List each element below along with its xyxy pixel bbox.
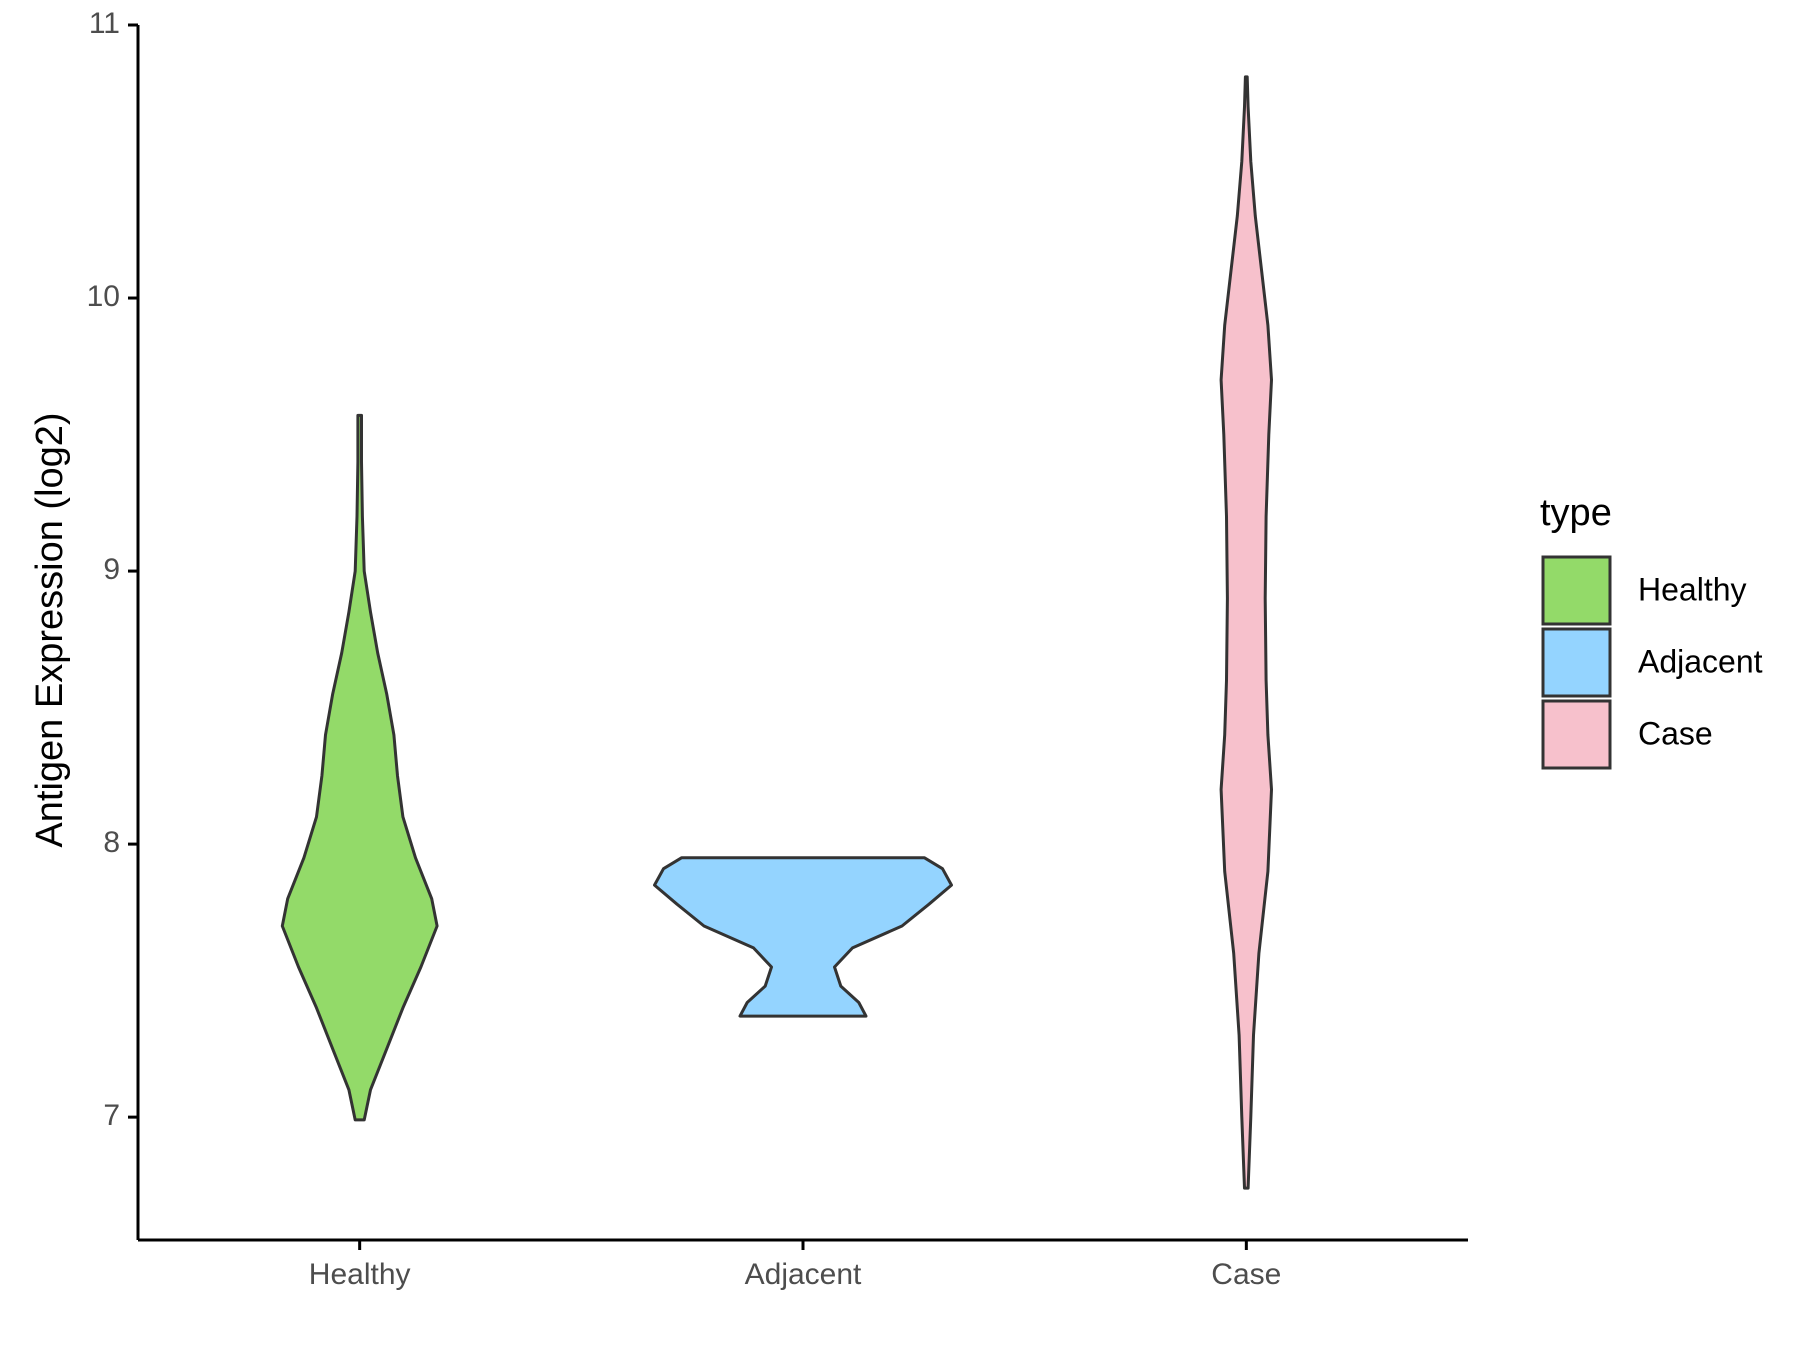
- x-tick-label-adjacent: Adjacent: [745, 1258, 862, 1291]
- y-tick-label-9: 9: [103, 553, 120, 586]
- y-tick-label-10: 10: [87, 280, 120, 313]
- x-tick-label-case: Case: [1211, 1258, 1281, 1291]
- y-tick-label-11: 11: [89, 7, 120, 40]
- legend-swatch-healthy: [1541, 555, 1612, 626]
- violin-case: [1219, 75, 1273, 1190]
- legend-title: type: [1540, 492, 1612, 534]
- y-axis-title: Antigen Expression (log2): [29, 412, 71, 847]
- violin-adjacent: [653, 856, 953, 1018]
- violin-healthy: [280, 413, 439, 1122]
- legend: type Healthy Adjacent Case: [1540, 492, 1763, 770]
- legend-swatch-adjacent: [1541, 627, 1612, 698]
- legend-label-adjacent: Adjacent: [1638, 643, 1763, 679]
- legend-label-healthy: Healthy: [1638, 571, 1747, 607]
- x-tick-label-healthy: Healthy: [309, 1258, 411, 1291]
- legend-swatch-case: [1541, 699, 1612, 770]
- axes: 7 8 9 10 11 Healthy Adjacent Case: [87, 7, 1468, 1291]
- violin-layer: [280, 75, 1273, 1190]
- y-tick-label-7: 7: [103, 1099, 120, 1132]
- legend-label-case: Case: [1638, 715, 1713, 751]
- y-tick-label-8: 8: [103, 826, 120, 859]
